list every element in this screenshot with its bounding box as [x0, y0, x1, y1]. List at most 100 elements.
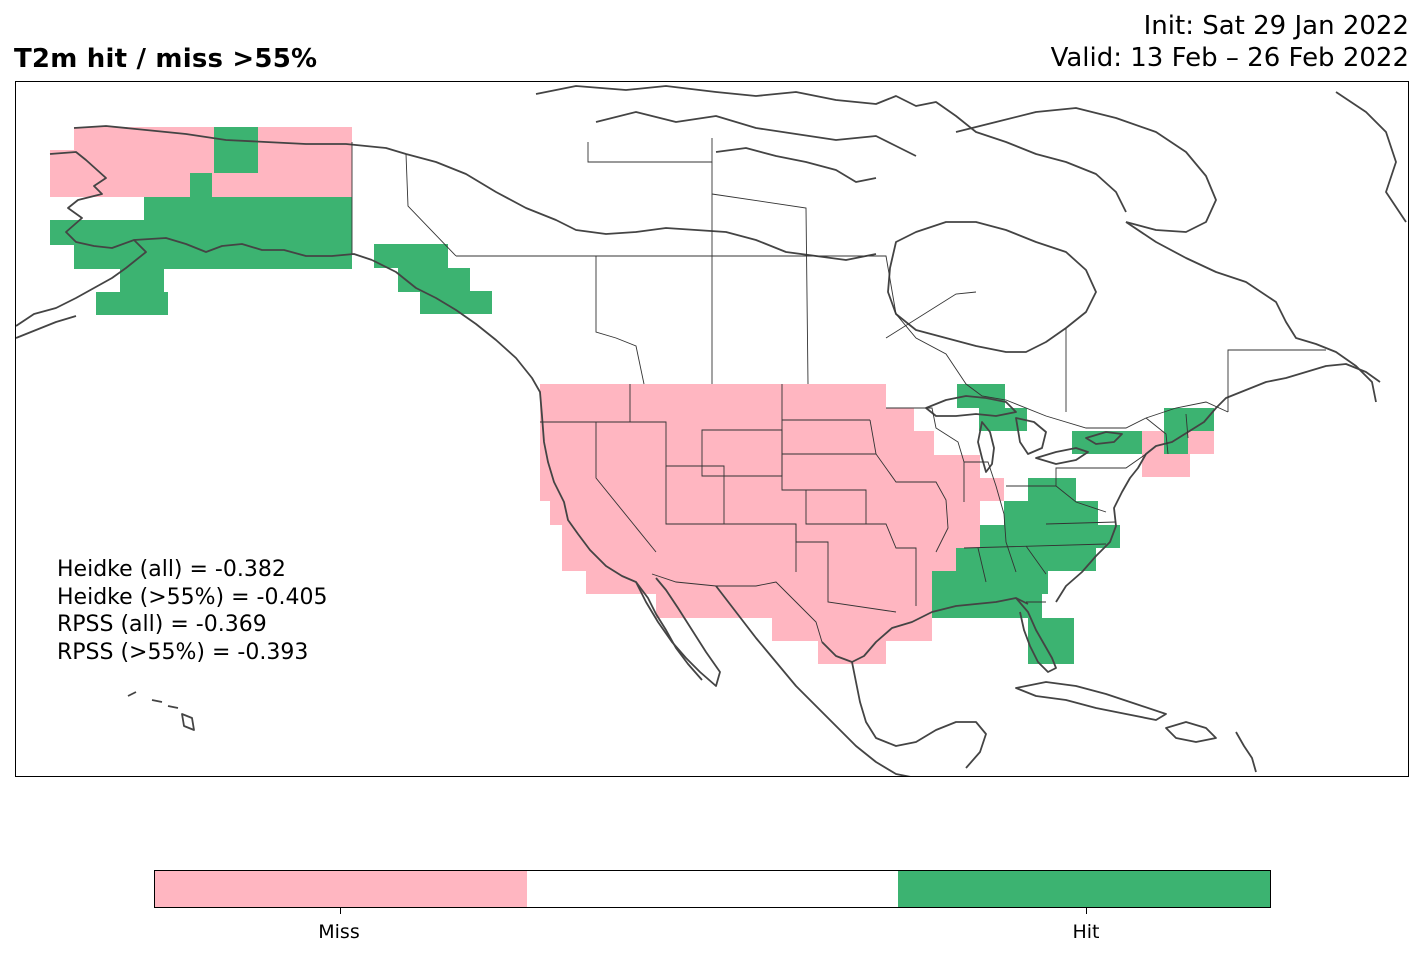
lake-michigan — [977, 421, 995, 473]
canada-arctic-coast — [405, 153, 877, 261]
canada-provinces — [885, 291, 977, 339]
hit-cell — [1028, 641, 1074, 664]
lake-huron — [1015, 417, 1047, 455]
us-canada-border — [456, 255, 1229, 429]
hit-cell — [214, 127, 258, 173]
miss-cell — [540, 384, 886, 408]
miss-cell — [656, 594, 932, 618]
labrador-coast — [1125, 221, 1377, 403]
us-state-borders — [540, 384, 631, 423]
hit-miss-cells — [50, 127, 1214, 664]
hit-cell — [50, 220, 352, 245]
miss-cell — [1142, 431, 1164, 454]
florida — [1015, 597, 1057, 673]
colorbar-label-hit: Hit — [1072, 921, 1100, 943]
hit-cell — [420, 291, 492, 314]
miss-cell — [1188, 431, 1214, 454]
miss-cell — [562, 525, 980, 548]
alaska-coast — [16, 151, 147, 327]
caribbean-islands — [1235, 731, 1257, 773]
rpss-threshold-score: RPSS (>55%) = -0.393 — [57, 639, 309, 665]
colorbar-miss-segment — [155, 871, 527, 907]
baffin-island — [955, 107, 1217, 233]
colorbar-hit-segment — [898, 871, 1271, 907]
miss-cell — [562, 548, 956, 571]
miss-cell — [540, 455, 980, 478]
miss-cell — [772, 618, 932, 641]
miss-cell — [840, 641, 864, 664]
us-state-borders — [869, 419, 949, 553]
arctic-islands — [595, 111, 917, 157]
lake-erie — [1035, 447, 1089, 465]
us-state-borders — [665, 466, 797, 572]
hit-cell — [190, 173, 212, 197]
hawaii — [127, 691, 195, 731]
forecast-dates: Init: Sat 29 Jan 2022 Valid: 13 Feb – 26… — [1051, 10, 1409, 74]
political-borders — [351, 138, 1326, 643]
heidke-threshold-score: Heidke (>55%) = -0.405 — [57, 584, 328, 610]
hit-cell — [980, 525, 1120, 548]
arctic-islands — [535, 85, 1127, 213]
hit-cell — [979, 408, 1027, 431]
hit-cell — [932, 594, 1042, 618]
us-state-borders — [963, 543, 1107, 583]
miss-cell — [50, 173, 190, 197]
us-state-borders — [782, 419, 876, 455]
hit-cell — [1004, 501, 1098, 525]
alaska-north-coast — [73, 125, 407, 155]
mexico-coast — [715, 585, 911, 776]
hit-cell — [1028, 478, 1076, 501]
miss-cell — [258, 150, 352, 173]
hit-cell — [398, 268, 470, 292]
miss-cell — [586, 571, 932, 594]
canada-provinces — [587, 138, 713, 163]
us-state-borders — [886, 407, 965, 502]
init-date: Init: Sat 29 Jan 2022 — [1143, 11, 1409, 41]
lake-superior — [925, 395, 1017, 417]
miss-cell — [550, 501, 980, 525]
us-state-borders — [1026, 521, 1117, 603]
miss-cell — [258, 127, 352, 150]
alaska-south-coast — [133, 237, 373, 261]
rpss-all-score: RPSS (all) = -0.369 — [57, 612, 267, 637]
miss-cell — [540, 408, 914, 431]
aleutians — [16, 315, 77, 339]
colorbar — [154, 870, 1271, 908]
map-title: T2m hit / miss >55% — [14, 44, 318, 74]
pacific-coast — [371, 259, 703, 681]
north-america-map — [16, 85, 1407, 776]
baja-peninsula — [635, 577, 721, 687]
miss-cell — [50, 150, 214, 173]
miss-cell — [212, 173, 352, 197]
us-state-borders — [1055, 453, 1147, 486]
greenland-edge — [1335, 91, 1407, 223]
hit-cell — [956, 548, 1096, 571]
hudson-bay — [887, 221, 1097, 353]
us-state-borders — [795, 524, 897, 613]
hit-cell — [374, 244, 448, 268]
canada-provinces — [1227, 349, 1326, 412]
colorbar-neutral-segment — [526, 871, 899, 907]
mexico-gulf-coast — [851, 661, 987, 769]
hit-cell — [144, 197, 352, 220]
canada-provinces — [405, 153, 457, 257]
hit-cell — [1164, 408, 1214, 431]
hit-cell — [120, 269, 164, 292]
canada-provinces — [711, 193, 809, 385]
arctic-islands — [715, 147, 877, 183]
hit-cell — [96, 292, 168, 315]
hispaniola — [1165, 721, 1217, 743]
us-state-borders — [1145, 413, 1189, 455]
verification-scores: Heidke (all) = -0.382 Heidke (>55%) = -0… — [57, 556, 327, 666]
us-state-borders — [805, 490, 917, 606]
valid-period: Valid: 13 Feb – 26 Feb 2022 — [1050, 43, 1409, 73]
miss-cell — [540, 431, 934, 455]
colorbar-tick-hit — [1086, 908, 1087, 914]
hit-cell — [932, 571, 1048, 594]
heidke-all-score: Heidke (all) = -0.382 — [57, 557, 286, 582]
colorbar-label-miss: Miss — [318, 921, 360, 943]
atlantic-coast — [1055, 363, 1381, 603]
miss-cell — [1142, 454, 1190, 477]
canada-provinces — [595, 256, 645, 385]
lake-ontario — [1085, 431, 1123, 445]
